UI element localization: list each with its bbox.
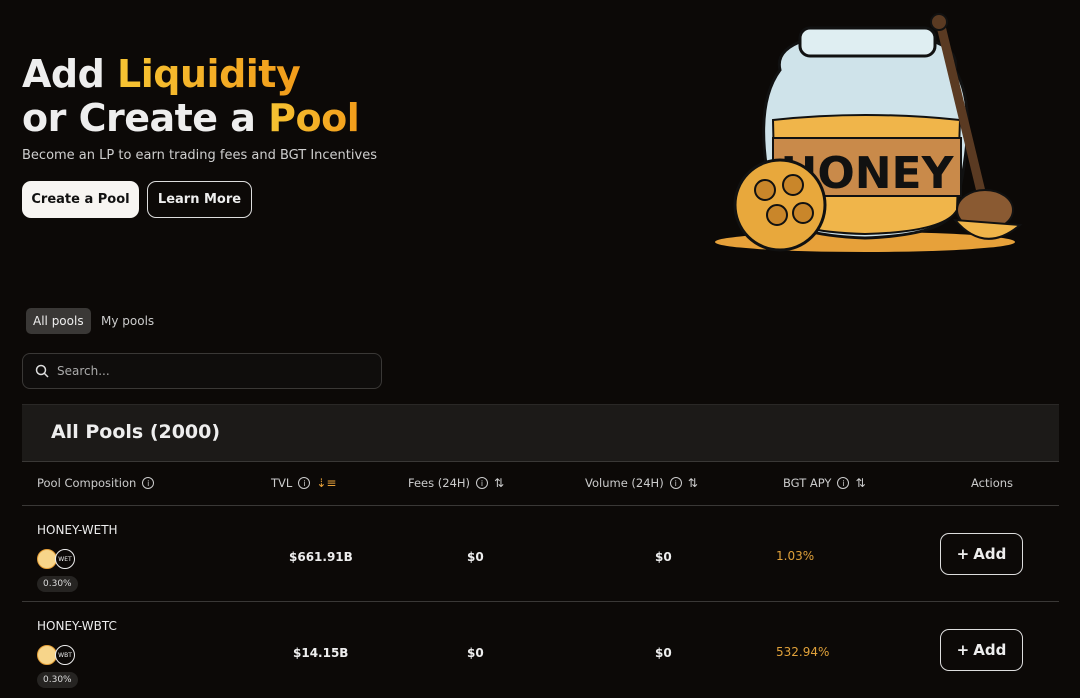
volume-value: $0 xyxy=(655,550,672,564)
search-field[interactable] xyxy=(22,353,382,389)
honey-token-icon xyxy=(37,645,57,665)
fees-value: $0 xyxy=(467,550,484,564)
create-pool-button[interactable]: Create a Pool xyxy=(22,181,139,218)
tab-my-pools[interactable]: My pools xyxy=(101,314,155,328)
col-pool-composition: Pool Composition i xyxy=(37,476,155,490)
page-title: Add Liquidity or Create a Pool xyxy=(22,52,360,140)
honey-token-icon xyxy=(37,549,57,569)
col-fees[interactable]: Fees (24H) i ⇅ xyxy=(408,476,505,490)
pool-name: HONEY-WETH xyxy=(37,523,118,537)
col-tvl[interactable]: TVL i ⇣≡ xyxy=(271,476,337,490)
tvl-value: $661.91B xyxy=(289,550,353,564)
table-title: All Pools (2000) xyxy=(51,421,221,443)
search-input[interactable] xyxy=(57,364,357,378)
table-row[interactable]: HONEY-WETH WET 0.30% $661.91B $0 $0 1.03… xyxy=(22,506,1059,602)
token-icon: WBT xyxy=(55,645,75,665)
pool-name: HONEY-WBTC xyxy=(37,619,117,633)
plus-icon: + xyxy=(956,545,970,563)
add-liquidity-button[interactable]: + Add xyxy=(940,533,1023,575)
plus-icon: + xyxy=(956,641,970,659)
learn-more-button[interactable]: Learn More xyxy=(147,181,252,218)
sort-icon[interactable]: ⇅ xyxy=(494,476,505,490)
apy-value: 532.94% xyxy=(776,645,830,659)
info-icon[interactable]: i xyxy=(669,477,682,489)
honey-jar-illustration: HONEY xyxy=(715,13,1023,252)
info-icon[interactable]: i xyxy=(142,477,155,489)
page-subtitle: Become an LP to earn trading fees and BG… xyxy=(22,148,377,163)
info-icon[interactable]: i xyxy=(298,477,311,489)
col-bgt-apy[interactable]: BGT APY i ⇅ xyxy=(783,476,866,490)
col-actions: Actions xyxy=(971,476,1014,490)
info-icon[interactable]: i xyxy=(837,477,850,489)
sort-icon[interactable]: ⇅ xyxy=(687,476,698,490)
info-icon[interactable]: i xyxy=(476,477,489,489)
search-icon xyxy=(35,364,49,378)
sort-desc-icon[interactable]: ⇣≡ xyxy=(316,476,337,490)
table-title-bar: All Pools (2000) xyxy=(22,404,1059,461)
sort-icon[interactable]: ⇅ xyxy=(855,476,866,490)
fees-value: $0 xyxy=(467,646,484,660)
fee-badge: 0.30% xyxy=(37,672,78,688)
token-icon: WET xyxy=(55,549,75,569)
volume-value: $0 xyxy=(655,646,672,660)
table-row[interactable]: HONEY-WBTC WBT 0.30% $14.15B $0 $0 532.9… xyxy=(22,602,1059,698)
fee-badge: 0.30% xyxy=(37,576,78,592)
tab-all-pools[interactable]: All pools xyxy=(26,308,91,334)
pools-table: All Pools (2000) Pool Composition i TVL i ⇣… xyxy=(22,404,1059,697)
col-volume[interactable]: Volume (24H) i ⇅ xyxy=(585,476,698,490)
apy-value: 1.03% xyxy=(776,549,815,563)
add-liquidity-button[interactable]: + Add xyxy=(940,629,1023,671)
tvl-value: $14.15B xyxy=(293,646,349,660)
